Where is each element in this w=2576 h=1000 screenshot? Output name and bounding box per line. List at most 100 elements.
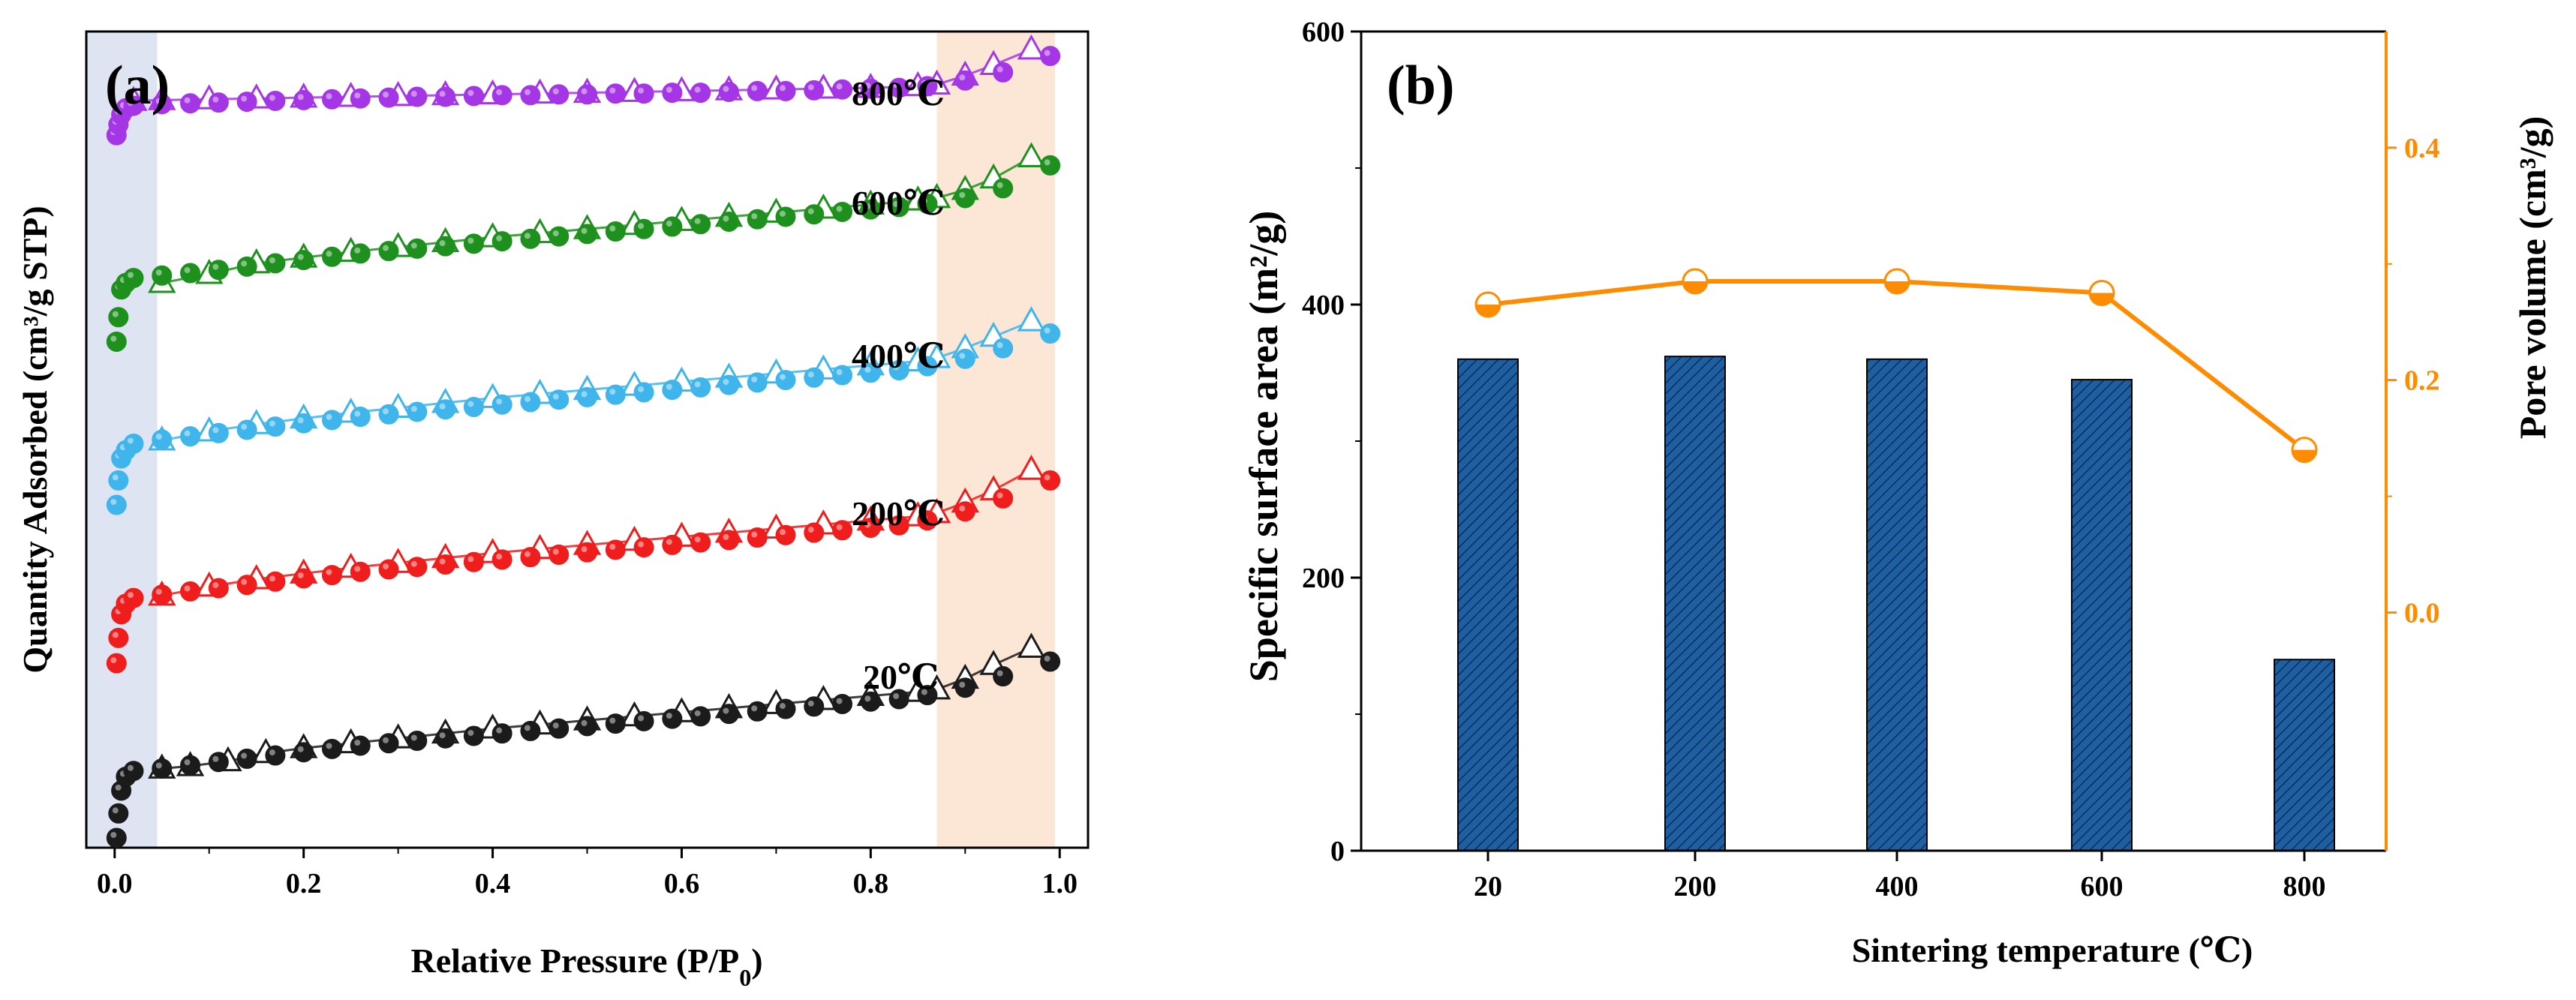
- a-adsorption-point: [690, 83, 711, 104]
- a-adsorption-point: [662, 534, 683, 555]
- a-adsorption-highlight: [779, 529, 786, 536]
- a-x-axis-title: Relative Pressure (P/P0): [410, 941, 762, 991]
- a-adsorption-point: [491, 394, 512, 415]
- a-adsorption-point: [293, 250, 314, 271]
- a-adsorption-highlight: [127, 272, 134, 278]
- a-adsorption-point: [321, 246, 342, 267]
- a-adsorption-point: [633, 83, 654, 104]
- a-adsorption-highlight: [751, 531, 758, 538]
- a-adsorption-point: [208, 578, 229, 599]
- a-desorption-point: [1017, 142, 1046, 167]
- a-adsorption-highlight: [893, 82, 900, 89]
- a-desorption-point: [1017, 455, 1046, 480]
- a-adsorption-highlight: [112, 807, 119, 814]
- a-adsorption-highlight: [1044, 159, 1051, 166]
- a-adsorption-point: [463, 233, 484, 254]
- a-adsorption-point: [605, 713, 626, 734]
- b-bar-600: [2071, 379, 2133, 852]
- a-adsorption-highlight: [552, 88, 559, 95]
- b-x-tick-label: 200: [1674, 871, 1717, 902]
- a-shaded-band-low: [86, 32, 158, 848]
- b-pore-volume-point-fill: [1476, 305, 1500, 317]
- a-adsorption-highlight: [439, 558, 446, 565]
- a-adsorption-point: [718, 82, 739, 103]
- a-adsorption-point: [577, 386, 597, 407]
- a-desorption-point: [1017, 306, 1046, 332]
- a-adsorption-highlight: [410, 560, 417, 567]
- a-x-tick-label: 1.0: [1042, 868, 1078, 899]
- a-adsorption-point: [954, 501, 975, 522]
- a-adsorption-point: [993, 488, 1014, 509]
- a-adsorption-highlight: [609, 389, 616, 395]
- a-adsorption-point: [407, 557, 428, 578]
- a-adsorption-highlight: [155, 269, 162, 276]
- a-adsorption-highlight: [155, 434, 162, 440]
- a-adsorption-point: [718, 212, 739, 233]
- a-adsorption-highlight: [184, 267, 191, 274]
- a-adsorption-point: [321, 738, 342, 759]
- a-adsorption-point: [106, 653, 127, 674]
- a-adsorption-point: [236, 419, 257, 440]
- a-series-2: [106, 306, 1061, 515]
- a-series-1: [106, 142, 1061, 352]
- a-adsorption-highlight: [807, 527, 814, 533]
- a-adsorption-point: [123, 433, 144, 454]
- a-adsorption-point: [747, 372, 768, 393]
- a-adsorption-point: [208, 260, 229, 281]
- a-adsorption-highlight: [638, 87, 645, 94]
- a-adsorption-point: [832, 365, 853, 386]
- a-adsorption-highlight: [496, 235, 503, 242]
- a-adsorption-highlight: [297, 572, 304, 578]
- a-adsorption-highlight: [864, 83, 871, 89]
- a-adsorption-highlight: [1044, 327, 1051, 334]
- a-adsorption-point: [888, 515, 909, 536]
- b-pore-volume-point-fill: [1683, 281, 1707, 294]
- panel-label-a: (a): [105, 55, 170, 116]
- a-adsorption-highlight: [496, 398, 503, 405]
- a-temp-label: 20℃: [863, 658, 939, 696]
- a-adsorption-point: [775, 698, 796, 719]
- a-adsorption-highlight: [864, 366, 871, 373]
- a-adsorption-point: [775, 524, 796, 545]
- a-adsorption-point: [549, 389, 570, 410]
- a-adsorption-point: [832, 79, 853, 100]
- a-adsorption-point: [123, 95, 144, 116]
- a-adsorption-point: [180, 263, 201, 284]
- a-adsorption-point: [180, 755, 201, 776]
- a-x-tick-label: 0.8: [853, 868, 889, 899]
- a-adsorption-highlight: [110, 499, 117, 506]
- a-adsorption-point: [236, 256, 257, 277]
- a-adsorption-point: [690, 706, 711, 727]
- a-adsorption-point: [690, 214, 711, 235]
- a-adsorption-point: [954, 70, 975, 91]
- a-adsorption-point: [152, 584, 173, 605]
- a-adsorption-highlight: [751, 213, 758, 220]
- a-adsorption-point: [954, 677, 975, 698]
- a-adsorption-point: [577, 224, 597, 245]
- panel-b: 0 200 400 600 20 200 400 600 800 0.0 0.2 0.4 (b) Si…: [1241, 17, 2553, 969]
- a-adsorption-highlight: [959, 505, 966, 512]
- b-x-tick-label: 600: [2081, 871, 2124, 902]
- b-bar-800: [2274, 659, 2335, 852]
- a-adsorption-highlight: [893, 519, 900, 526]
- a-adsorption-point: [549, 84, 570, 105]
- a-adsorption-point: [407, 401, 428, 422]
- a-adsorption-point: [662, 708, 683, 729]
- a-adsorption-point: [917, 356, 938, 377]
- a-adsorption-point: [832, 520, 853, 541]
- a-adsorption-point: [633, 537, 654, 558]
- a-adsorption-highlight: [893, 200, 900, 207]
- a-adsorption-point: [662, 380, 683, 401]
- a-adsorption-point: [152, 94, 173, 115]
- a-adsorption-point: [1040, 470, 1061, 491]
- a-adsorption-point: [832, 694, 853, 715]
- a-adsorption-highlight: [524, 725, 531, 731]
- a-adsorption-point: [236, 92, 257, 113]
- a-adsorption-point: [491, 723, 512, 744]
- a-adsorption-highlight: [807, 84, 814, 91]
- a-x-ticks: 0.0 0.2 0.4 0.6 0.8 1.0: [97, 848, 1078, 899]
- a-adsorption-highlight: [269, 749, 275, 756]
- a-adsorption-point: [293, 89, 314, 110]
- a-adsorption-point: [491, 231, 512, 252]
